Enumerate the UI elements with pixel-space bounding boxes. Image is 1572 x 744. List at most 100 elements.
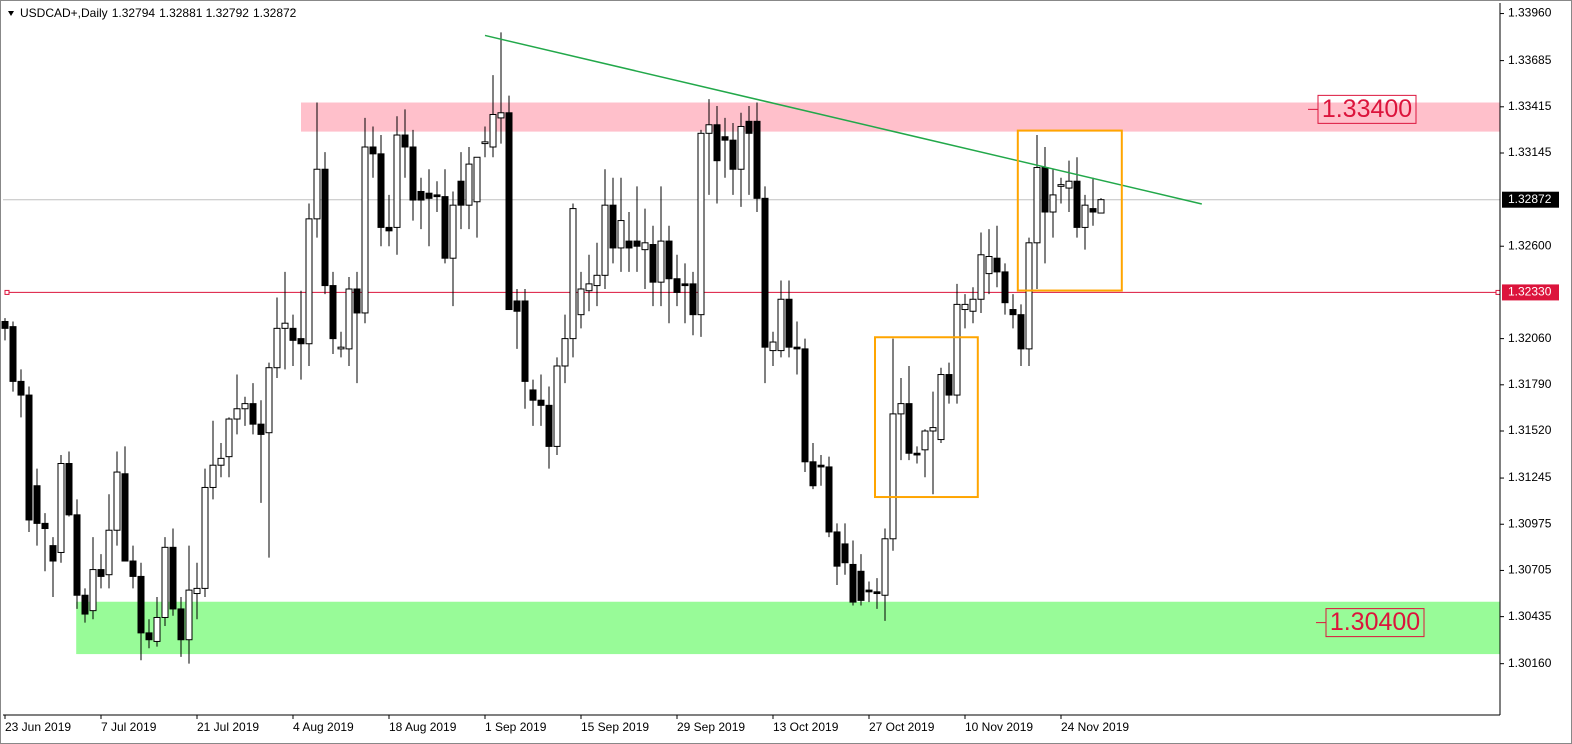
y-tick-label: 1.32060 <box>1508 331 1552 345</box>
bear-candle-body <box>689 283 697 316</box>
bear-candle-body <box>665 240 673 280</box>
bull-candle-body <box>497 112 505 119</box>
open-value: 1.32794 <box>112 6 156 20</box>
trendline <box>484 34 1202 205</box>
x-tick-label: 4 Aug 2019 <box>293 720 354 734</box>
bull-candle-body <box>1049 194 1057 213</box>
bear-candle-body <box>289 327 297 341</box>
bull-candle-body <box>305 218 313 345</box>
bull-candle-body <box>897 403 905 415</box>
bear-candle-body <box>945 374 953 396</box>
bull-candle-body <box>953 303 961 396</box>
y-tick-label: 1.31790 <box>1508 377 1552 391</box>
bull-candle-body <box>241 403 249 410</box>
close-value: 1.32872 <box>253 6 297 20</box>
bull-candle-body <box>481 141 489 145</box>
bull-candle-body <box>465 163 473 206</box>
bear-candle-body <box>369 146 377 155</box>
line-anchor <box>4 289 10 295</box>
high-value: 1.32881 <box>159 6 203 20</box>
bear-candle-body <box>409 146 417 201</box>
bear-candle-body <box>137 575 145 634</box>
bear-candle-body <box>745 120 753 134</box>
bull-candle-body <box>1057 184 1065 187</box>
bear-candle-body <box>425 192 433 199</box>
bear-candle-body <box>785 298 793 348</box>
bull-candle-body <box>921 430 929 451</box>
x-tick-label: 23 Jun 2019 <box>5 720 71 734</box>
bear-candle-body <box>825 466 833 533</box>
bull-candle-body <box>657 240 665 283</box>
bull-candle-body <box>985 255 993 275</box>
menu-triangle <box>8 11 14 16</box>
bear-candle-body <box>377 153 385 228</box>
bear-candle-body <box>81 594 89 615</box>
y-tick-label: 1.32600 <box>1508 238 1552 252</box>
bear-candle-body <box>297 338 305 345</box>
bull-candle-body <box>617 220 625 249</box>
hline-price-box <box>1502 284 1559 301</box>
bear-candle-body <box>1001 271 1009 304</box>
bull-candle-body <box>201 486 209 589</box>
bear-candle-body <box>1073 180 1081 228</box>
current-price-box <box>1502 191 1559 208</box>
current-price-label: 1.32872 <box>1508 192 1552 206</box>
bear-candle-body <box>329 285 337 340</box>
bear-candle-body <box>41 522 49 530</box>
bull-candle-body <box>281 322 289 329</box>
zone <box>76 601 1501 655</box>
bull-candle-body <box>969 298 977 312</box>
bear-candle-body <box>177 608 185 641</box>
bull-candle-body <box>737 125 745 170</box>
bear-candle-body <box>1009 309 1017 316</box>
symbol: USDCAD+,Daily <box>20 6 108 20</box>
bear-candle-body <box>129 560 137 577</box>
bull-candle-body <box>473 156 481 203</box>
bear-candle-body <box>865 589 873 593</box>
bull-candle-body <box>161 546 169 618</box>
bear-candle-body <box>249 403 257 425</box>
chart-header: USDCAD+,Daily 1.32794 1.32881 1.32792 1.3287… <box>20 6 297 20</box>
bull-candle-body <box>889 413 897 540</box>
level-label-box <box>1317 94 1417 124</box>
y-tick-label: 1.31520 <box>1508 423 1552 437</box>
bear-candle-body <box>625 240 633 249</box>
level-label: 1.33400 <box>1322 95 1412 123</box>
bear-candle-body <box>841 543 849 564</box>
bear-candle-body <box>849 563 857 603</box>
bull-candle-body <box>153 616 161 642</box>
bull-candle-body <box>769 341 777 352</box>
x-tick-label: 24 Nov 2019 <box>1061 720 1129 734</box>
y-tick-label: 1.33960 <box>1508 6 1552 20</box>
bear-candle-body <box>433 194 441 198</box>
bull-candle-body <box>105 529 113 576</box>
x-tick-label: 18 Aug 2019 <box>389 720 457 734</box>
y-tick-label: 1.31245 <box>1508 470 1552 484</box>
bear-candle-body <box>65 463 73 516</box>
bull-candle-body <box>1097 199 1105 214</box>
bull-candle-body <box>961 303 969 311</box>
bear-candle-body <box>513 300 521 312</box>
bear-candle-body <box>609 204 617 249</box>
y-tick-label: 1.30160 <box>1508 656 1552 670</box>
bull-candle-body <box>697 132 705 316</box>
bull-candle-body <box>233 408 241 420</box>
bull-candle-body <box>585 283 593 292</box>
highlight-box <box>1016 129 1123 292</box>
bear-candle-body <box>521 300 529 382</box>
bull-candle-body <box>193 587 201 595</box>
bear-candle-body <box>681 283 689 287</box>
bear-candle-body <box>649 244 657 283</box>
bull-candle-body <box>361 146 369 314</box>
bull-candle-body <box>593 274 601 287</box>
overlay-layer: 1.33400 1.30400 <box>484 34 1425 638</box>
bear-candle-body <box>9 326 17 382</box>
bear-candle-body <box>857 570 865 601</box>
bull-candle-body <box>641 242 649 251</box>
x-tick-label: 7 Jul 2019 <box>101 720 157 734</box>
bull-candle-body <box>113 471 121 531</box>
hline-price-label: 1.32330 <box>1508 285 1552 299</box>
bear-candle-body <box>713 124 721 162</box>
bear-candle-body <box>385 226 393 232</box>
